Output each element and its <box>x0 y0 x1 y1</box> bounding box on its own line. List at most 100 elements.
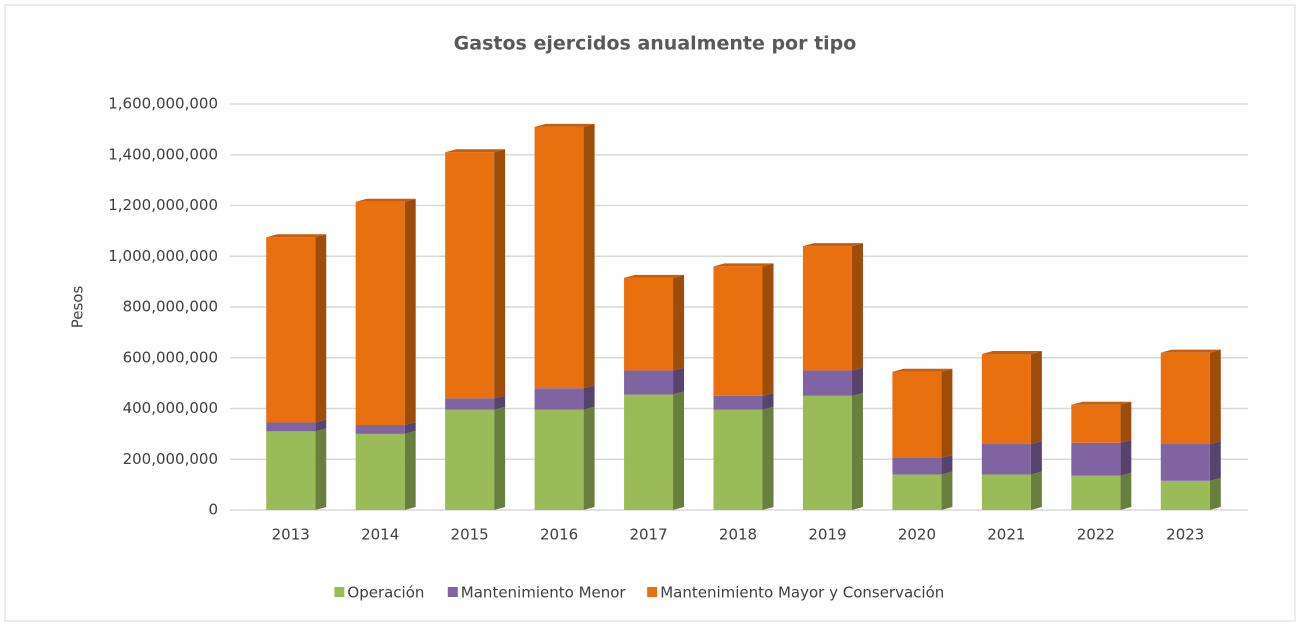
bar-side <box>583 385 595 410</box>
legend-label: Mantenimiento Mayor y Conservación <box>660 584 944 602</box>
bar <box>355 424 405 434</box>
bar <box>802 246 852 371</box>
bar-side <box>941 471 953 510</box>
x-tick-label: 2018 <box>719 526 757 544</box>
bar <box>1071 475 1121 510</box>
bar-top <box>624 274 685 278</box>
y-tick-label: 1,600,000,000 <box>108 95 218 113</box>
bar <box>445 152 495 399</box>
bar-side <box>762 392 774 410</box>
y-tick-label: 800,000,000 <box>123 298 218 316</box>
bar <box>892 474 942 510</box>
bar-top <box>981 350 1042 354</box>
bar-side <box>1120 439 1132 476</box>
x-tick-label: 2023 <box>1166 526 1204 544</box>
bar-top <box>1071 401 1132 405</box>
bar-top <box>713 263 774 267</box>
bar <box>1071 404 1121 443</box>
bar <box>713 395 763 410</box>
bar-side <box>494 149 506 399</box>
bar <box>445 409 495 510</box>
bar <box>355 433 405 510</box>
bar-side <box>1030 350 1042 445</box>
bar <box>1071 442 1121 476</box>
bar-side <box>494 395 506 410</box>
y-tick-label: 400,000,000 <box>123 399 218 417</box>
bar <box>1160 352 1210 445</box>
bar-side <box>673 391 685 510</box>
bar-top <box>445 149 506 153</box>
legend-swatch <box>447 587 458 597</box>
bar-side <box>673 274 685 371</box>
bar-side <box>851 392 863 510</box>
y-tick-label: 1,000,000,000 <box>108 247 218 265</box>
bar-side <box>404 430 416 510</box>
bar-top <box>892 368 953 372</box>
x-tick-label: 2022 <box>1077 526 1115 544</box>
bar <box>534 126 584 389</box>
bar-side <box>583 406 595 510</box>
legend-label: Mantenimiento Menor <box>461 584 627 602</box>
y-tick-label: 200,000,000 <box>123 450 218 468</box>
bar <box>892 457 942 475</box>
bar <box>1160 480 1210 510</box>
bar-top <box>266 234 327 238</box>
x-tick-label: 2020 <box>898 526 936 544</box>
y-tick-label: 0 <box>208 501 218 519</box>
x-tick-label: 2013 <box>272 526 310 544</box>
bar-side <box>1120 472 1132 510</box>
bar <box>802 370 852 396</box>
bar-side <box>941 368 953 458</box>
bar-side <box>1209 477 1221 510</box>
bar-top <box>355 198 416 202</box>
bar-side <box>1030 441 1042 475</box>
bar-top <box>802 243 863 247</box>
x-tick-label: 2014 <box>361 526 399 544</box>
x-tick-label: 2019 <box>808 526 846 544</box>
legend-label: Operación <box>347 584 424 602</box>
y-tick-label: 1,400,000,000 <box>108 145 218 163</box>
bar <box>266 422 316 432</box>
y-tick-label: 600,000,000 <box>123 348 218 366</box>
x-tick-label: 2017 <box>629 526 667 544</box>
bar-top <box>1160 349 1221 353</box>
x-tick-label: 2015 <box>451 526 489 544</box>
bar <box>713 266 763 396</box>
bar-side <box>404 421 416 434</box>
bar-side <box>1209 441 1221 481</box>
bar-top <box>534 123 595 127</box>
bar <box>624 277 674 371</box>
bar-side <box>315 419 327 432</box>
bar-side <box>851 367 863 396</box>
bar <box>445 398 495 410</box>
bar <box>534 388 584 410</box>
bar <box>981 474 1031 510</box>
bar-side <box>941 454 953 475</box>
bar <box>981 444 1031 475</box>
bar <box>266 431 316 510</box>
bar <box>713 409 763 510</box>
bar-side <box>673 367 685 395</box>
bar-side <box>404 198 416 425</box>
bar <box>624 370 674 395</box>
y-tick-label: 1,200,000,000 <box>108 196 218 214</box>
x-tick-label: 2021 <box>987 526 1025 544</box>
bar <box>892 371 942 458</box>
y-axis-label: Pesos <box>69 286 87 329</box>
bar <box>355 201 405 425</box>
chart-title: Gastos ejercidos anualmente por tipo <box>454 33 857 55</box>
x-tick-label: 2016 <box>540 526 578 544</box>
bar-side <box>762 406 774 510</box>
bar-side <box>1209 349 1221 445</box>
bar-side <box>1120 401 1132 443</box>
bar <box>1160 444 1210 481</box>
bar <box>981 353 1031 445</box>
bar <box>266 237 316 423</box>
bar-side <box>494 406 506 510</box>
bar <box>534 409 584 510</box>
bar <box>802 395 852 510</box>
bar <box>624 394 674 510</box>
bar-side <box>315 428 327 510</box>
bar-side <box>1030 471 1042 510</box>
